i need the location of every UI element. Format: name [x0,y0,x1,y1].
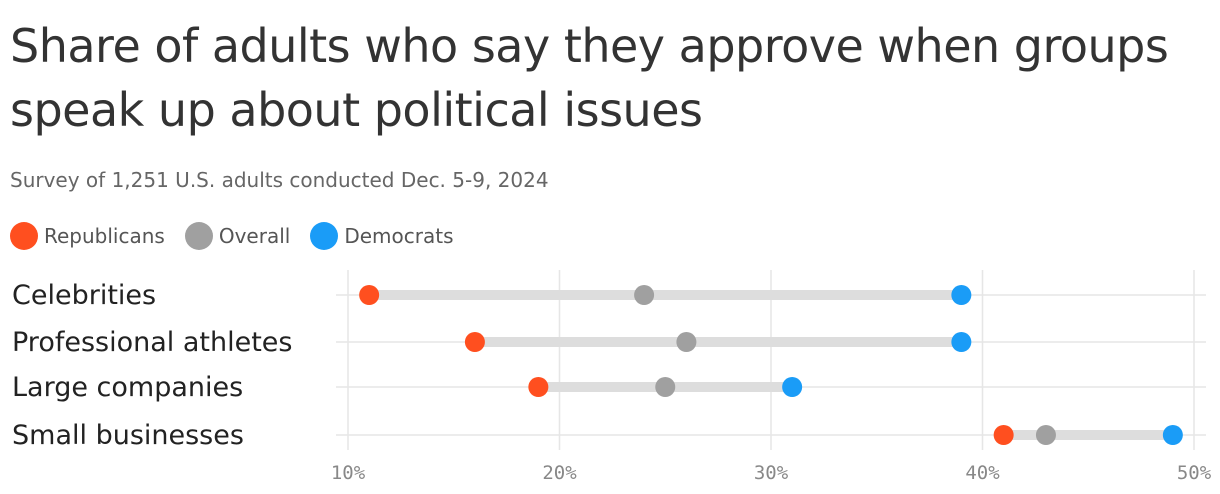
x-tick-label: 10% [331,462,366,484]
point-republicans [464,332,485,352]
point-republicans [359,285,380,305]
point-democrats [951,332,972,352]
category-label: Large companies [12,372,243,403]
point-overall [634,285,655,305]
category-label: Celebrities [12,280,156,311]
category-label: Small businesses [12,420,244,451]
chart-title: Share of adults who say they approve whe… [10,19,1169,137]
legend-label-republicans: Republicans [44,224,165,248]
x-tick-label: 40% [965,462,1000,484]
point-overall [655,377,676,397]
point-overall [1035,425,1056,445]
dumbbell-chart: 10% 20% 30% 40% 50% Celebrities Professional a… [12,270,1212,484]
legend-swatch-republicans [10,222,38,250]
legend-item-overall: Overall [184,222,291,250]
point-republicans [528,377,549,397]
legend-item-democrats: Democrats [310,222,454,250]
legend-swatch-overall [184,222,213,250]
legend: Republicans Overall Democrats [10,222,474,250]
x-tick-label: 50% [1177,462,1212,484]
x-tick-label: 30% [754,462,789,484]
point-democrats [951,285,972,305]
legend-label-overall: Overall [218,224,291,248]
point-republicans [993,425,1014,445]
chart-subtitle: Survey of 1,251 U.S. adults conducted De… [10,168,549,192]
legend-label-democrats: Democrats [344,224,454,248]
legend-swatch-democrats [310,222,339,250]
point-democrats [1162,425,1183,445]
point-overall [676,332,697,352]
point-democrats [782,377,803,397]
category-label: Professional athletes [12,327,292,358]
legend-item-republicans: Republicans [10,222,165,250]
x-tick-label: 20% [542,462,577,484]
